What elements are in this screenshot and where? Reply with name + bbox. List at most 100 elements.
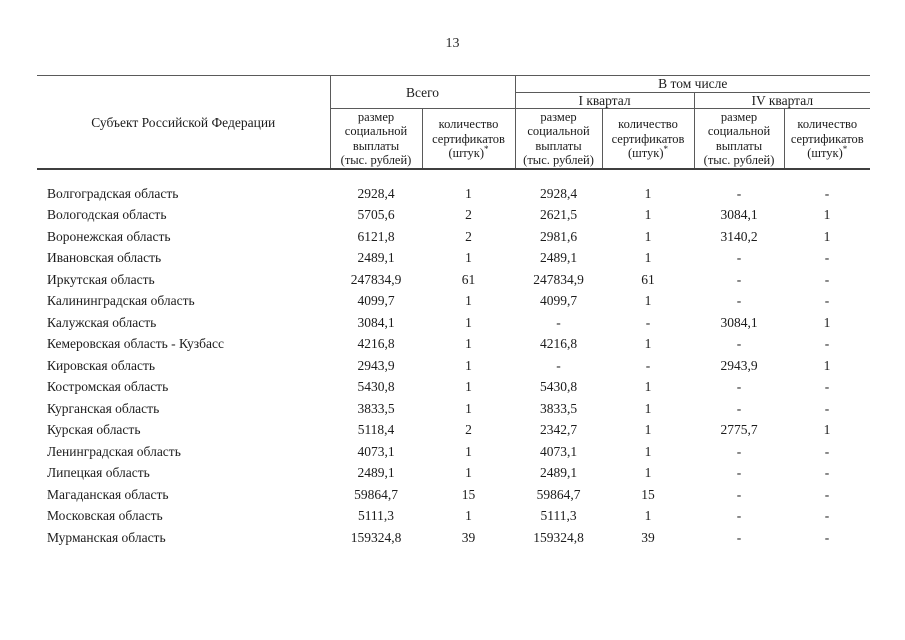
- q1-count-cell: 1: [644, 400, 652, 416]
- q1-count-cell: 1: [644, 465, 652, 481]
- region-name: Волгоградская область: [47, 185, 179, 201]
- region-name: Магаданская область: [47, 486, 169, 502]
- q4-count-cell: -: [824, 336, 830, 352]
- header-q4-amount: размер социальной выплаты (тыс. рублей): [693, 108, 785, 171]
- q4-amount-cell: -: [736, 336, 742, 352]
- header-q1-count: количество сертификатов (штук)*: [601, 108, 695, 171]
- q4-count-cell: -: [824, 293, 830, 309]
- total-amount-cell: 59864,7: [354, 486, 398, 502]
- header-quarter-4: IV квартал: [694, 92, 871, 110]
- q1-count-cell: 1: [644, 185, 652, 201]
- q1-count-cell: 1: [644, 207, 652, 223]
- count-label: количество сертификатов (штук): [790, 117, 864, 160]
- header-subject: Субъект Российской Федерации: [37, 75, 331, 171]
- total-count-cell: 39: [461, 529, 476, 545]
- region-name: Кировская область: [47, 357, 156, 373]
- q4-amount-cell: -: [736, 185, 742, 201]
- q1-amount-cell: 2928,4: [539, 185, 578, 201]
- q1-count-cell: 1: [644, 293, 652, 309]
- table-row: Иркутская область 247834,9 61 247834,9 6…: [37, 269, 870, 291]
- total-count-cell: 1: [465, 508, 472, 524]
- q1-amount-cell: 4099,7: [539, 293, 578, 309]
- q1-amount-cell: 4216,8: [539, 336, 578, 352]
- total-count-cell: 1: [465, 443, 472, 459]
- table-row: Ивановская область 2489,1 1 2489,1 1 - -: [37, 248, 870, 270]
- region-name: Ивановская область: [47, 250, 162, 266]
- count-label: количество сертификатов (штук): [432, 117, 505, 160]
- table-body: Волгоградская область 2928,4 1 2928,4 1 …: [37, 169, 870, 549]
- q1-count-cell: 1: [644, 508, 652, 524]
- q1-count-cell: 1: [644, 422, 652, 438]
- q1-amount-cell: -: [556, 357, 561, 373]
- q1-count-cell: 1: [644, 336, 652, 352]
- table-row: Липецкая область 2489,1 1 2489,1 1 - -: [37, 463, 870, 485]
- table-row: Калужская область 3084,1 1 - - 3084,1 1: [37, 312, 870, 334]
- table-row: Мурманская область 159324,8 39 159324,8 …: [37, 527, 870, 549]
- q4-amount-cell: 2775,7: [720, 422, 758, 438]
- total-count-cell: 2: [465, 228, 472, 244]
- q1-count-cell: 1: [644, 228, 652, 244]
- q4-count-cell: 1: [823, 422, 831, 438]
- header-including: В том числе: [515, 75, 871, 93]
- q1-amount-cell: -: [556, 314, 561, 330]
- q1-count-cell: 15: [641, 486, 655, 502]
- region-name: Мурманская область: [47, 529, 166, 545]
- total-amount-cell: 3833,5: [357, 400, 395, 416]
- q1-amount-cell: 159324,8: [533, 529, 584, 545]
- total-amount-cell: 3084,1: [357, 314, 395, 330]
- q1-count-cell: 61: [641, 271, 655, 287]
- total-amount-cell: 4216,8: [357, 336, 395, 352]
- regions-table: Субъект Российской Федерации Всего В том…: [37, 75, 871, 549]
- total-count-cell: 15: [461, 486, 476, 502]
- region-name: Иркутская область: [47, 271, 155, 287]
- total-count-cell: 2: [465, 422, 472, 438]
- total-amount-cell: 5111,3: [357, 508, 395, 524]
- region-name: Костромская область: [47, 379, 169, 395]
- q1-amount-cell: 247834,9: [533, 271, 584, 287]
- total-amount-cell: 5705,6: [357, 207, 395, 223]
- q4-amount-cell: 3084,1: [720, 314, 758, 330]
- total-amount-cell: 159324,8: [350, 529, 402, 545]
- total-count-cell: 1: [465, 465, 472, 481]
- total-count-cell: 1: [465, 185, 472, 201]
- table-row: Московская область 5111,3 1 5111,3 1 - -: [37, 506, 870, 528]
- q4-count-cell: -: [824, 250, 830, 266]
- table-row: Кемеровская область - Кузбасс 4216,8 1 4…: [37, 334, 870, 356]
- footnote-asterisk: *: [663, 143, 669, 154]
- q4-count-cell: 1: [823, 207, 831, 223]
- q4-amount-cell: -: [736, 486, 742, 502]
- header-quarter-1: I квартал: [515, 92, 695, 110]
- amount-label: размер социальной выплаты (тыс. рублей): [703, 110, 775, 167]
- q4-amount-cell: -: [736, 271, 742, 287]
- total-count-cell: 1: [465, 293, 472, 309]
- header-total-count: количество сертификатов (штук)*: [421, 108, 516, 171]
- region-name: Курская область: [47, 422, 141, 438]
- q1-count-cell: 1: [644, 250, 652, 266]
- q4-amount-cell: -: [736, 400, 742, 416]
- q4-count-cell: -: [824, 486, 830, 502]
- table-row: Курганская область 3833,5 1 3833,5 1 - -: [37, 398, 870, 420]
- total-amount-cell: 247834,9: [350, 271, 402, 287]
- total-amount-cell: 2489,1: [357, 465, 395, 481]
- table-row: Кировская область 2943,9 1 - - 2943,9 1: [37, 355, 870, 377]
- amount-label: размер социальной выплаты (тыс. рублей): [523, 110, 594, 167]
- region-name: Курганская область: [47, 400, 160, 416]
- q4-amount-cell: 3140,2: [720, 228, 758, 244]
- table-row: Воронежская область 6121,8 2 2981,6 1 31…: [37, 226, 870, 248]
- header-total-amount: размер социальной выплаты (тыс. рублей): [330, 108, 422, 171]
- q1-count-cell: 1: [644, 379, 652, 395]
- q4-amount-cell: 2943,9: [720, 357, 758, 373]
- total-amount-cell: 5430,8: [357, 379, 395, 395]
- q4-amount-cell: -: [736, 529, 742, 545]
- total-amount-cell: 2928,4: [357, 185, 395, 201]
- total-amount-cell: 5118,4: [357, 422, 395, 438]
- total-amount-cell: 2489,1: [357, 250, 395, 266]
- q4-amount-cell: -: [736, 465, 742, 481]
- q1-count-cell: -: [645, 314, 651, 330]
- region-name: Калужская область: [47, 314, 157, 330]
- q1-amount-cell: 2981,6: [539, 228, 578, 244]
- q1-amount-cell: 5111,3: [540, 508, 577, 524]
- region-name: Ленинградская область: [47, 443, 181, 459]
- total-amount-cell: 4073,1: [357, 443, 395, 459]
